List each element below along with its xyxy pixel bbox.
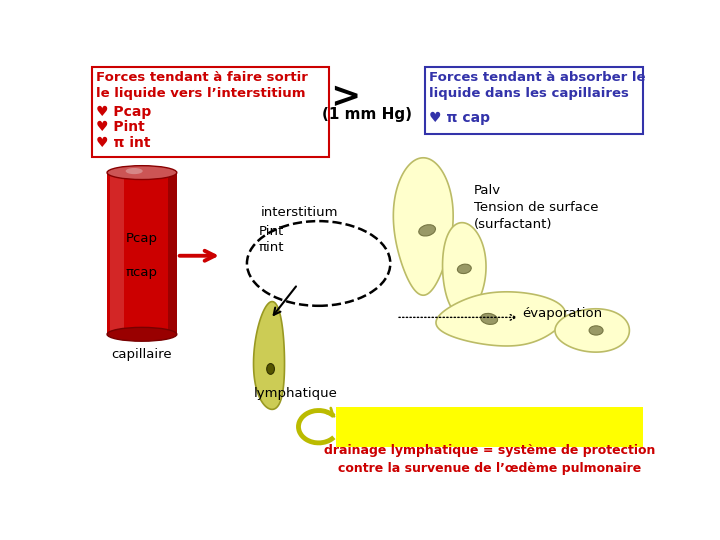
- Text: Palv
Tension de surface
(surfactant): Palv Tension de surface (surfactant): [474, 184, 598, 231]
- Bar: [425, 67, 644, 134]
- Ellipse shape: [107, 327, 177, 341]
- Ellipse shape: [481, 313, 498, 325]
- Bar: [107, 173, 177, 334]
- Text: Forces tendant à absorber le
liquide dans les capillaires: Forces tendant à absorber le liquide dan…: [428, 71, 645, 100]
- Ellipse shape: [419, 225, 436, 236]
- Text: capillaire: capillaire: [112, 348, 172, 361]
- Bar: [168, 173, 177, 334]
- Polygon shape: [555, 309, 629, 352]
- Ellipse shape: [457, 264, 472, 274]
- Text: Pint
πint: Pint πint: [259, 225, 284, 254]
- Polygon shape: [443, 222, 486, 315]
- Text: Forces tendant à faire sortir
le liquide vers l’interstitium: Forces tendant à faire sortir le liquide…: [96, 71, 308, 100]
- Polygon shape: [436, 292, 565, 346]
- Text: ♥ Pint: ♥ Pint: [96, 120, 145, 134]
- Text: (1 mm Hg): (1 mm Hg): [323, 107, 413, 122]
- Ellipse shape: [126, 168, 143, 174]
- Polygon shape: [253, 301, 284, 409]
- Bar: [110, 173, 124, 334]
- Text: πcap: πcap: [126, 266, 158, 279]
- Text: interstitium: interstitium: [261, 206, 338, 219]
- Text: Pcap: Pcap: [126, 232, 158, 245]
- Polygon shape: [393, 158, 453, 295]
- Ellipse shape: [107, 166, 177, 179]
- Text: évaporation: évaporation: [523, 307, 603, 320]
- Bar: [92, 67, 329, 157]
- Text: >: >: [330, 80, 361, 114]
- Text: ♥ Pcap: ♥ Pcap: [96, 105, 151, 119]
- Text: ♥ π cap: ♥ π cap: [428, 111, 490, 125]
- Ellipse shape: [589, 326, 603, 335]
- Text: lymphatique: lymphatique: [253, 387, 337, 400]
- Bar: [336, 408, 644, 448]
- Text: drainage lymphatique = système de protection
contre la survenue de l’œdème pulmo: drainage lymphatique = système de protec…: [324, 444, 656, 475]
- Ellipse shape: [266, 363, 274, 374]
- Text: ♥ π int: ♥ π int: [96, 137, 150, 151]
